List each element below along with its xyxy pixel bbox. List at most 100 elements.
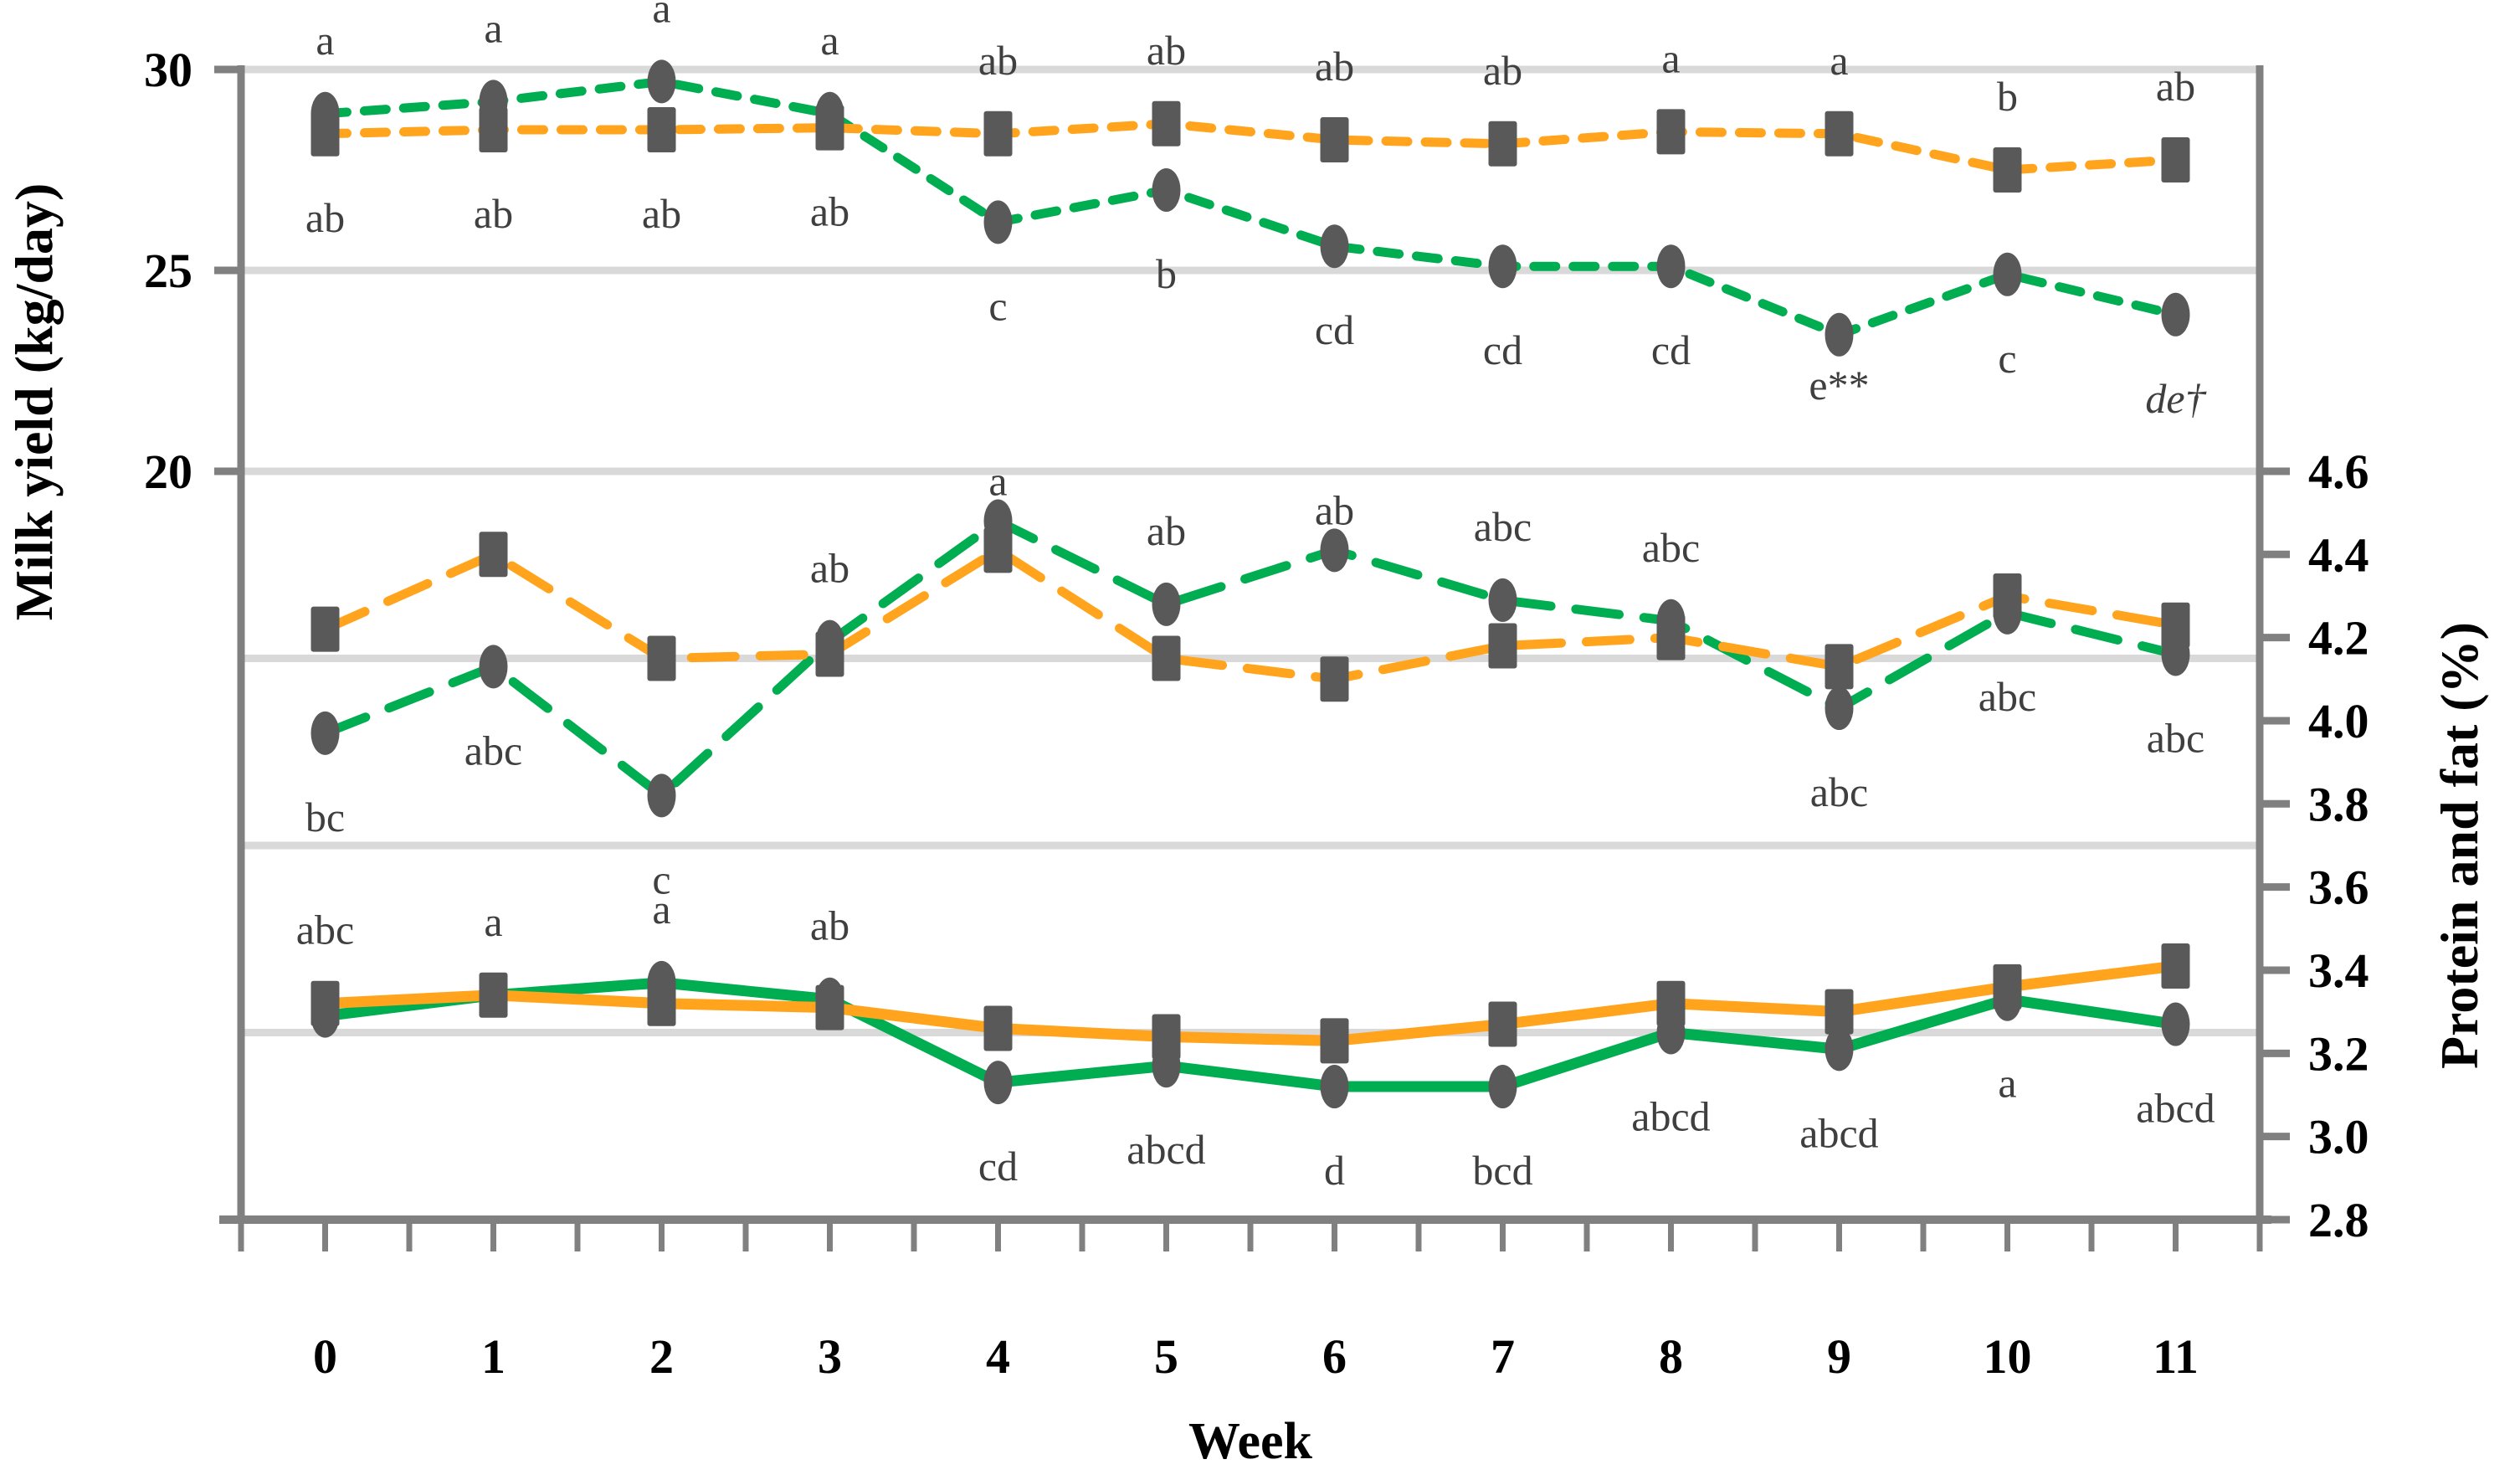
- annotation-protein-w0: abc: [296, 907, 354, 953]
- annotation-milk-w3: ab: [810, 188, 849, 235]
- left-axis-tick-label: 20: [144, 445, 192, 499]
- marker-square-fat-orange: [647, 635, 676, 681]
- y-axis-left-title: Milk yield (kg/day): [4, 183, 64, 621]
- marker-square-protein-orange: [311, 980, 340, 1026]
- marker-circle-milk-yield-green: [1488, 244, 1517, 289]
- marker-square-milk-yield-orange: [1825, 110, 1854, 157]
- annotation-milk-w7: ab: [1483, 47, 1522, 94]
- annotation-milk-w9: a: [1830, 37, 1848, 84]
- marker-circle-milk-yield-green: [1656, 244, 1686, 289]
- marker-square-fat-orange: [479, 532, 508, 578]
- right-axis-tick-label: 3.6: [2308, 861, 2369, 915]
- marker-square-milk-yield-orange: [1656, 109, 1686, 155]
- marker-square-protein-orange: [1488, 1001, 1517, 1047]
- annotation-protein-w1: a: [484, 898, 502, 945]
- series-line-protein-green: [320, 977, 2181, 1092]
- marker-circle-protein-green: [1825, 1027, 1854, 1071]
- marker-square-milk-yield-orange: [983, 110, 1013, 157]
- marker-square-protein-orange: [479, 972, 508, 1018]
- annotation-milk-w11: ab: [2156, 63, 2195, 110]
- x-axis-title: Week: [1188, 1413, 1313, 1470]
- marker-square-fat-orange: [1488, 623, 1517, 669]
- marker-square-protein-orange: [815, 984, 844, 1030]
- annotation-milk-w8: a: [1661, 34, 1680, 81]
- marker-square-milk-yield-orange: [1993, 147, 2022, 193]
- marker-circle-milk-yield-green: [1825, 312, 1854, 357]
- annotation-fat-w2: c: [652, 856, 670, 902]
- annotation-fat-w7: abc: [1474, 503, 1532, 550]
- marker-circle-fat-green: [311, 711, 340, 755]
- marker-square-milk-yield-orange: [1488, 121, 1517, 167]
- marker-square-milk-yield-orange: [479, 107, 508, 152]
- annotation-milk-w10: c: [1998, 335, 2016, 382]
- annotation-milk-w8: cd: [1651, 326, 1691, 373]
- annotation-milk-w6: cd: [1315, 306, 1354, 353]
- x-axis-tick-label: 10: [1984, 1329, 2032, 1384]
- marker-square-fat-orange: [2161, 602, 2190, 648]
- marker-circle-milk-yield-green: [1320, 224, 1349, 269]
- annotation-protein-w8: abcd: [1631, 1092, 1710, 1139]
- x-axis-tick-label: 7: [1491, 1329, 1515, 1384]
- x-axis-tick-label: 1: [481, 1329, 506, 1384]
- annotation-milk-w3: a: [820, 17, 839, 64]
- right-axis-tick-label: 3.8: [2308, 777, 2369, 831]
- annotation-milk-w10: b: [1997, 73, 2018, 120]
- annotation-milk-w5: ab: [1147, 27, 1186, 74]
- marker-square-protein-orange: [1320, 1018, 1349, 1064]
- marker-square-milk-yield-orange: [815, 105, 844, 151]
- annotation-protein-w6: d: [1324, 1147, 1345, 1194]
- marker-square-protein-orange: [1152, 1014, 1181, 1060]
- marker-square-fat-orange: [983, 527, 1013, 573]
- marker-circle-milk-yield-green: [1152, 168, 1181, 212]
- marker-circle-milk-yield-green: [1993, 252, 2022, 296]
- annotation-milk-w5: b: [1156, 250, 1177, 297]
- x-axis-tick-label: 9: [1827, 1329, 1851, 1384]
- series-line-fat-orange: [321, 545, 2180, 684]
- marker-square-protein-orange: [1656, 980, 1686, 1026]
- marker-square-fat-orange: [1152, 635, 1181, 681]
- marker-circle-milk-yield-green: [983, 200, 1013, 244]
- annotation-fat-w6: ab: [1315, 486, 1354, 533]
- annotation-milk-w1: ab: [474, 190, 513, 237]
- annotation-milk-w1: a: [484, 4, 502, 51]
- marker-square-fat-orange: [1825, 644, 1854, 690]
- marker-square-protein-orange: [1825, 989, 1854, 1035]
- x-axis-tick-label: 0: [313, 1329, 337, 1384]
- annotation-protein-w7: bcd: [1472, 1147, 1532, 1194]
- series-line-milk-yield-orange: [321, 119, 2180, 175]
- annotation-milk-w4: c: [988, 282, 1007, 329]
- annotation-milk-w0: ab: [305, 194, 345, 241]
- annotation-protein-w5: abcd: [1127, 1126, 1205, 1173]
- left-axis-tick-label: 30: [144, 43, 192, 97]
- marker-circle-milk-yield-green: [2161, 292, 2190, 337]
- annotation-milk-w7: cd: [1483, 326, 1522, 373]
- annotation-milk-w11: de†: [2145, 375, 2206, 422]
- series-line-milk-yield-green: [321, 76, 2180, 340]
- annotation-fat-w1: abc: [464, 727, 522, 773]
- marker-square-milk-yield-orange: [2161, 137, 2190, 182]
- marker-circle-protein-green: [983, 1061, 1013, 1105]
- annotation-milk-w2: a: [652, 0, 670, 31]
- x-axis-tick-label: 6: [1322, 1329, 1347, 1384]
- left-axis-tick-label: 25: [144, 244, 192, 298]
- marker-circle-protein-green: [1488, 1065, 1517, 1109]
- annotation-milk-w4: ab: [978, 37, 1018, 84]
- annotation-fat-w4: a: [988, 458, 1007, 505]
- annotation-fat-w5: ab: [1147, 507, 1186, 554]
- right-axis-tick-label: 4.4: [2308, 527, 2369, 582]
- annotation-fat-w10: abc: [1979, 673, 2036, 720]
- right-axis-tick-label: 3.4: [2308, 943, 2369, 998]
- annotation-milk-w2: ab: [642, 190, 681, 237]
- annotation-fat-w3: ab: [810, 545, 849, 592]
- marker-square-protein-orange: [1993, 964, 2022, 1010]
- annotation-fat-w11: abc: [2147, 714, 2204, 761]
- annotation-protein-w9: abcd: [1799, 1109, 1878, 1156]
- marker-circle-fat-green: [1488, 578, 1517, 622]
- x-axis-tick-label: 11: [2153, 1329, 2199, 1384]
- annotation-protein-w4: cd: [978, 1143, 1018, 1190]
- annotation-protein-w11: abcd: [2136, 1085, 2215, 1132]
- right-axis-tick-label: 4.2: [2308, 611, 2369, 665]
- annotation-milk-w6: ab: [1315, 43, 1354, 90]
